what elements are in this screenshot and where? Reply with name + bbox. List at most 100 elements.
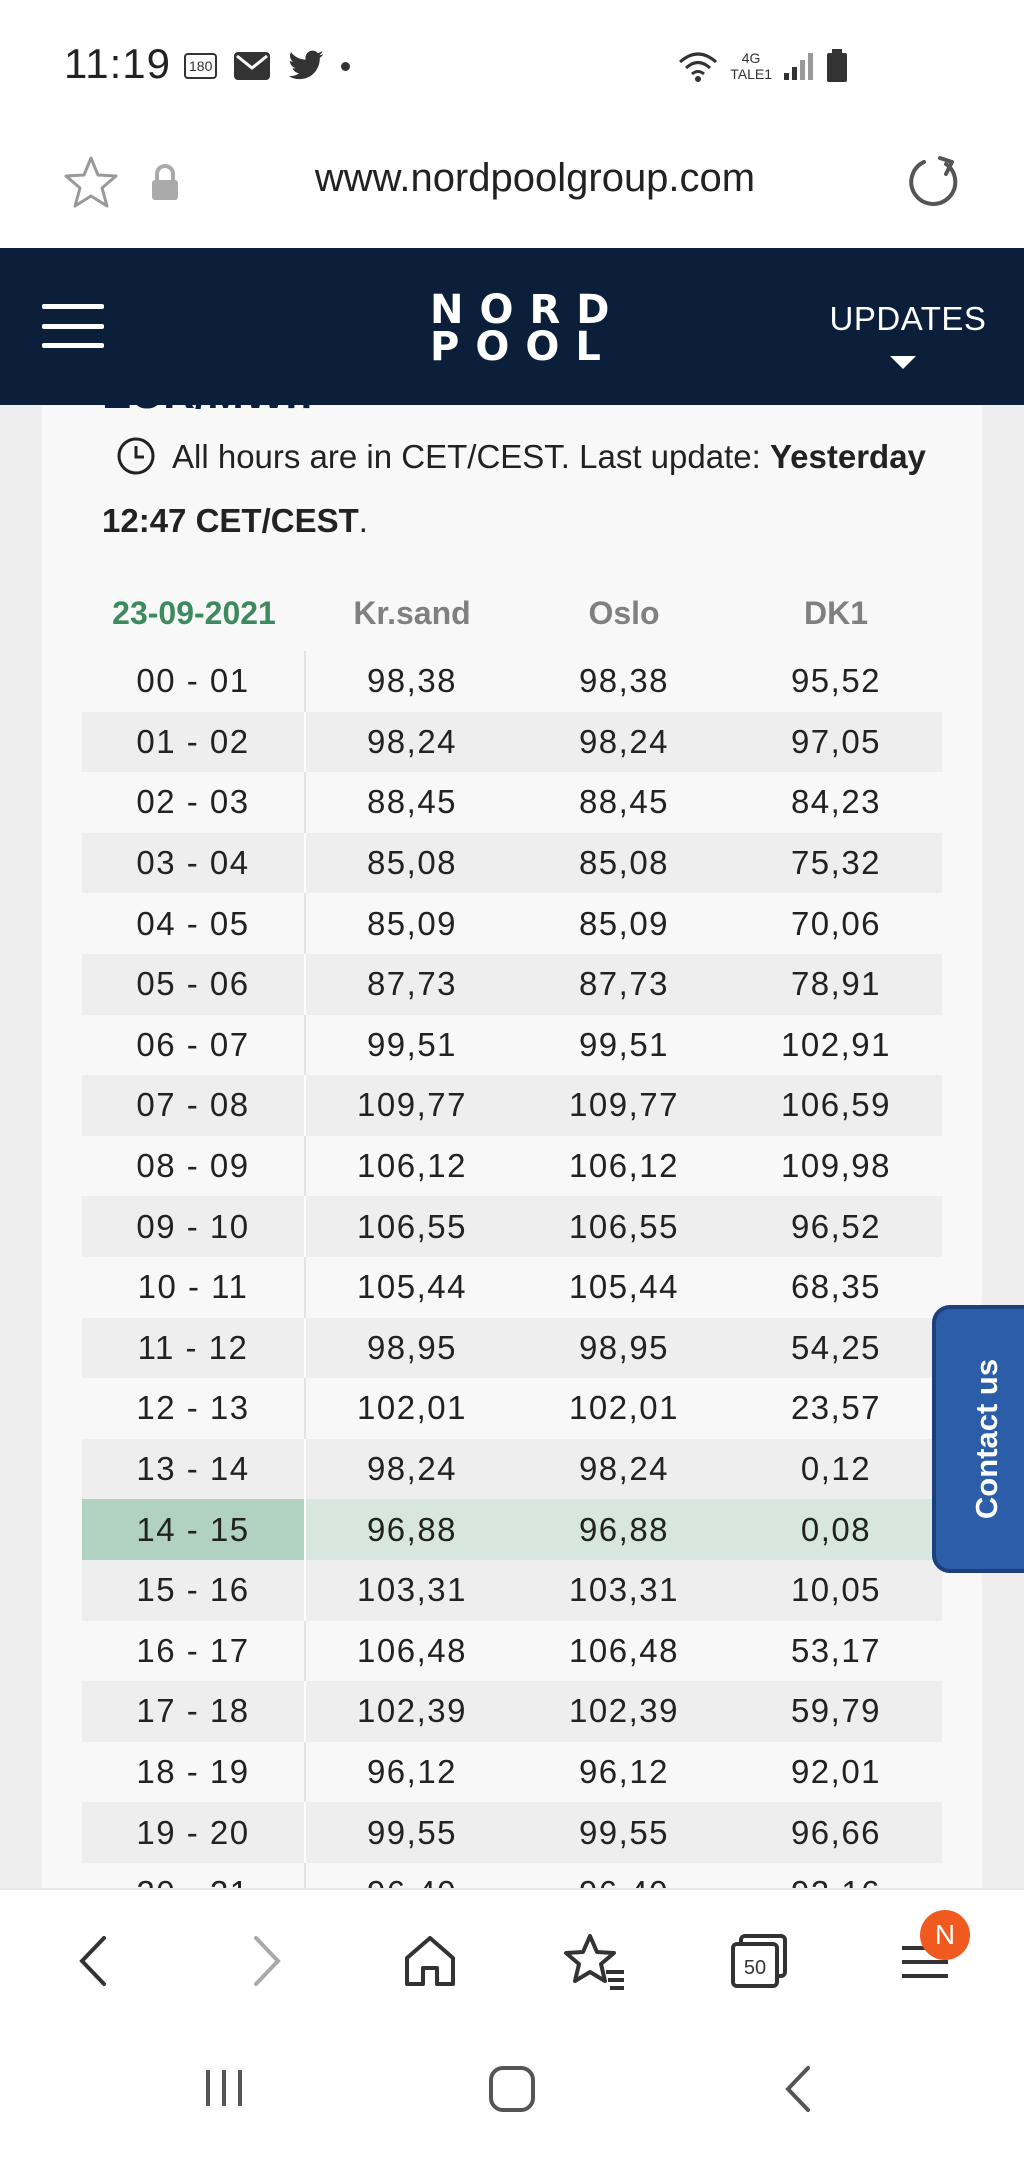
oslo-price-cell: 88,45 [578,783,670,821]
hour-cell: 10 - 11 [82,1256,306,1318]
hamburger-menu-icon[interactable] [42,304,104,348]
dk1-price-cell: 75,32 [790,844,882,882]
table-row: 01 - 02 98,24 98,24 97,05 [82,711,942,773]
table-row: 13 - 14 98,24 98,24 0,12 [82,1438,942,1500]
contact-us-button[interactable]: Contact us [932,1305,1024,1573]
oslo-price-cell: 96,40 [518,1863,730,1888]
update-info: All hours are in CET/CEST. Last update: … [102,425,962,553]
hour-cell: 09 - 10 [82,1196,306,1257]
table-row: 12 - 13 102,01 102,01 23,57 [82,1378,942,1439]
oslo-price-cell: 103,31 [569,1571,679,1609]
table-row: 16 - 17 106,48 106,48 53,17 [82,1620,942,1682]
table-row: 11 - 12 98,95 98,95 54,25 [82,1317,942,1379]
lock-icon [152,164,178,200]
oslo-price-cell: 87,73 [578,965,670,1003]
dk1-price-cell: 54,25 [790,1328,882,1366]
home-icon[interactable] [395,1926,465,1996]
table-row: 18 - 19 96,12 96,12 92,01 [82,1741,942,1803]
browser-url-bar: www.nordpoolgroup.com [0,134,1024,248]
caret-down-icon[interactable] [890,356,916,369]
table-row-current-hour: 14 - 15 96,88 96,88 0,08 [82,1499,942,1560]
section-heading: EUR/MWh [102,405,312,419]
krsand-price-cell: 99,55 [366,1813,458,1851]
update-info-suffix: . [358,502,368,539]
table-row: 15 - 16 103,31 103,31 10,05 [82,1559,942,1621]
system-nav-bar [0,2028,1024,2160]
krsand-price-cell: 106,55 [357,1207,467,1245]
more-notifications-dot [341,61,351,71]
table-row: 02 - 03 88,45 88,45 84,23 [82,772,942,833]
hour-cell: 13 - 14 [82,1438,306,1500]
status-bar: 11:19 180 4G TALE1 [0,0,1024,134]
notification-icons: 180 [184,48,351,84]
notification-badge: 180 [184,53,218,79]
hour-cell: 05 - 06 [82,953,306,1015]
main-content: EUR/MWh All hours are in CET/CEST. Last … [0,405,1024,1888]
column-header-krsand: Kr.sand [353,594,471,631]
dk1-price-cell: 10,05 [790,1571,882,1609]
hour-cell: 04 - 05 [82,893,306,954]
krsand-price-cell: 96,12 [366,1752,458,1790]
hour-cell: 14 - 15 [82,1499,306,1560]
system-status-icons: 4G TALE1 [676,46,848,86]
hour-cell: 16 - 17 [82,1620,306,1682]
wifi-icon [679,52,718,82]
table-header: 23-09-2021 Kr.sand Oslo DK1 [82,575,942,651]
oslo-price-cell: 105,44 [569,1268,679,1306]
dk1-price-cell: 53,17 [790,1631,882,1669]
krsand-price-cell: 96,88 [366,1510,458,1548]
reload-icon[interactable] [904,152,964,212]
hour-cell: 02 - 03 [82,772,306,833]
hour-cell: 00 - 01 [82,651,306,712]
url-text[interactable]: www.nordpoolgroup.com [314,156,756,200]
updates-button[interactable]: UPDATES [829,300,987,337]
dk1-price-cell: 0,08 [800,1510,872,1548]
dk1-price-cell: 92,16 [730,1863,942,1888]
dk1-price-cell: 70,06 [790,904,882,942]
nordpool-logo[interactable]: NORD POOL [430,290,609,367]
recent-apps-icon[interactable] [194,2058,254,2118]
oslo-price-cell: 99,51 [578,1025,670,1063]
oslo-price-cell: 109,77 [569,1086,679,1124]
last-update-time: Yesterday 12:47 CET/CEST [102,438,926,539]
krsand-price-cell: 105,44 [357,1268,467,1306]
forward-arrow-icon[interactable] [230,1926,300,1996]
dk1-price-cell: 84,23 [790,783,882,821]
tabs-icon[interactable]: 50 [725,1926,795,1996]
table-row: 17 - 18 102,39 102,39 59,79 [82,1681,942,1742]
table-row: 03 - 04 85,08 85,08 75,32 [82,832,942,894]
home-nav-icon[interactable] [482,2058,542,2118]
dk1-price-cell: 78,91 [790,965,882,1003]
krsand-price-cell: 98,38 [366,662,458,700]
dk1-price-cell: 102,91 [781,1025,891,1063]
krsand-price-cell: 106,48 [357,1631,467,1669]
dk1-price-cell: 92,01 [790,1752,882,1790]
mail-icon [234,52,271,80]
table-row: 06 - 07 99,51 99,51 102,91 [82,1014,942,1076]
krsand-price-cell: 109,77 [357,1086,467,1124]
oslo-price-cell: 102,39 [569,1692,679,1730]
status-time: 11:19 [64,40,171,87]
back-nav-icon[interactable] [770,2058,830,2118]
oslo-price-cell: 102,01 [569,1389,679,1427]
back-arrow-icon[interactable] [60,1926,130,1996]
dk1-price-cell: 68,35 [790,1268,882,1306]
oslo-price-cell: 99,55 [578,1813,670,1851]
dk1-price-cell: 97,05 [790,722,882,760]
date-header[interactable]: 23-09-2021 [112,594,276,631]
oslo-price-cell: 106,48 [569,1631,679,1669]
table-row: 05 - 06 87,73 87,73 78,91 [82,953,942,1015]
bookmark-star-icon[interactable] [62,154,120,212]
update-info-text: All hours are in CET/CEST. Last update: [172,438,770,475]
dk1-price-cell: 106,59 [781,1086,891,1124]
oslo-price-cell: 106,12 [569,1147,679,1185]
krsand-price-cell: 88,45 [366,783,458,821]
krsand-price-cell: 98,95 [366,1328,458,1366]
network-label: 4G TALE1 [730,50,772,82]
hour-cell: 20 - 21 [82,1862,306,1888]
dk1-price-cell: 109,98 [781,1147,891,1185]
hour-cell: 15 - 16 [82,1559,306,1621]
oslo-price-cell: 98,95 [578,1328,670,1366]
bookmarks-icon[interactable] [560,1926,630,1996]
krsand-price-cell: 98,24 [366,722,458,760]
